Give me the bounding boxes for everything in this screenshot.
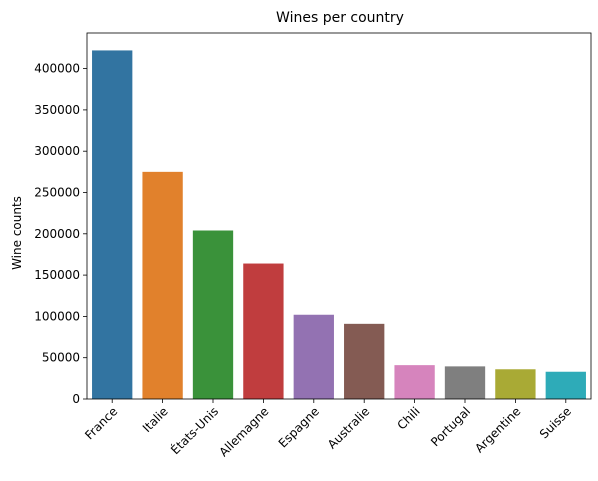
bar-australie xyxy=(344,323,385,399)
x-tick-label: États-Unis xyxy=(167,404,221,458)
x-tick-label: Portugal xyxy=(428,404,473,449)
bar-chili xyxy=(394,365,435,399)
bar-suisse xyxy=(545,371,586,399)
bar--tats-unis xyxy=(192,230,234,399)
y-tick-label: 150000 xyxy=(34,268,80,282)
x-tick-label: Chili xyxy=(394,404,422,432)
x-tick-label: Italie xyxy=(140,404,171,435)
bar-portugal xyxy=(444,366,486,399)
x-tick-label: Espagne xyxy=(276,404,322,450)
bar-espagne xyxy=(293,314,334,399)
y-axis-label: Wine counts xyxy=(10,196,24,270)
bar-allemagne xyxy=(243,263,284,399)
x-tick-label: Australie xyxy=(325,404,372,451)
bars-group xyxy=(92,50,586,400)
x-tick-label: France xyxy=(82,404,120,442)
bar-argentine xyxy=(495,369,536,399)
bar-italie xyxy=(142,171,183,399)
bar-france xyxy=(92,50,133,400)
x-tick-label: Allemagne xyxy=(216,404,271,459)
y-tick-label: 200000 xyxy=(34,227,80,241)
y-tick-label: 400000 xyxy=(34,62,80,76)
plot-area-frame xyxy=(86,32,592,400)
y-tick-label: 0 xyxy=(72,392,80,406)
y-axis-ticks: 0 50000 100000 150000 200000 250000 300000 3500… xyxy=(34,62,87,406)
y-tick-label: 300000 xyxy=(34,144,80,158)
y-tick-label: 350000 xyxy=(34,103,80,117)
x-tick-label: Suisse xyxy=(537,404,574,441)
y-tick-label: 250000 xyxy=(34,186,80,200)
y-tick-label: 50000 xyxy=(42,351,80,365)
y-tick-label: 100000 xyxy=(34,309,80,323)
chart-title: Wines per country xyxy=(276,10,404,26)
x-tick-label: Argentine xyxy=(472,404,523,455)
